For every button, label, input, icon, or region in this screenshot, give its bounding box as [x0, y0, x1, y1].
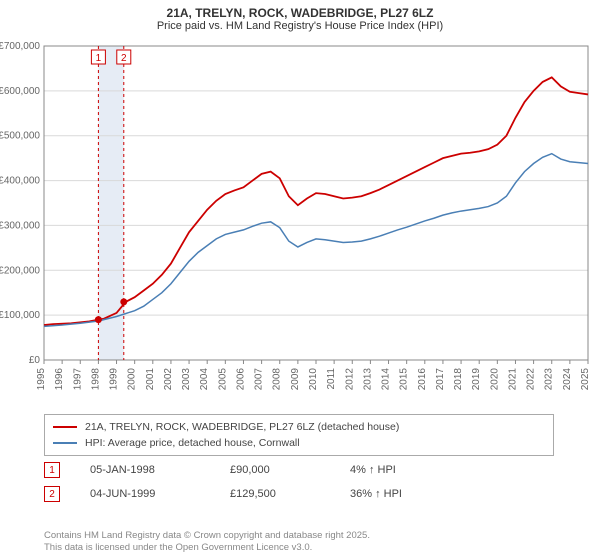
- svg-text:2007: 2007: [254, 368, 265, 391]
- chart-title-line2: Price paid vs. HM Land Registry's House …: [0, 20, 600, 36]
- svg-text:2023: 2023: [544, 368, 555, 391]
- marker-badge-2: 2: [44, 486, 60, 502]
- marker-badge-1: 1: [44, 462, 60, 478]
- svg-text:2024: 2024: [562, 368, 573, 391]
- svg-text:£0: £0: [29, 355, 41, 366]
- sale-marker-row: 1 05-JAN-1998 £90,000 4% ↑ HPI: [44, 462, 584, 478]
- legend-swatch-series1: [53, 426, 77, 428]
- svg-text:£700,000: £700,000: [0, 41, 40, 52]
- svg-text:1997: 1997: [72, 368, 83, 391]
- legend-row: HPI: Average price, detached house, Corn…: [53, 435, 545, 451]
- svg-text:2002: 2002: [163, 368, 174, 391]
- svg-text:£100,000: £100,000: [0, 310, 40, 321]
- svg-text:2003: 2003: [181, 368, 192, 391]
- svg-text:2012: 2012: [344, 368, 355, 391]
- svg-text:2013: 2013: [362, 368, 373, 391]
- svg-text:1996: 1996: [54, 368, 65, 391]
- marker-pct: 4% ↑ HPI: [350, 464, 396, 476]
- footer-line2: This data is licensed under the Open Gov…: [44, 542, 370, 554]
- svg-text:1999: 1999: [109, 368, 120, 391]
- legend-swatch-series2: [53, 442, 77, 444]
- svg-text:2016: 2016: [417, 368, 428, 391]
- svg-text:2025: 2025: [580, 368, 591, 391]
- legend-label: 21A, TRELYN, ROCK, WADEBRIDGE, PL27 6LZ …: [85, 419, 399, 435]
- marker-pct: 36% ↑ HPI: [350, 488, 402, 500]
- svg-text:2018: 2018: [453, 368, 464, 391]
- svg-text:2015: 2015: [399, 368, 410, 391]
- svg-text:2011: 2011: [326, 368, 337, 390]
- svg-text:2: 2: [121, 53, 127, 64]
- footer-line1: Contains HM Land Registry data © Crown c…: [44, 530, 370, 542]
- line-chart-svg: £0 £100,000 £200,000 £300,000 £400,000 £500,0…: [0, 40, 600, 410]
- svg-text:2001: 2001: [145, 368, 156, 391]
- svg-text:2009: 2009: [290, 368, 301, 391]
- marker-price: £129,500: [230, 488, 320, 500]
- svg-text:2021: 2021: [507, 368, 518, 391]
- marker-price: £90,000: [230, 464, 320, 476]
- legend-label: HPI: Average price, detached house, Corn…: [85, 435, 300, 451]
- svg-text:1995: 1995: [36, 368, 47, 391]
- marker-date: 05-JAN-1998: [90, 464, 200, 476]
- svg-text:1998: 1998: [90, 368, 101, 391]
- svg-text:2006: 2006: [235, 368, 246, 391]
- svg-text:£300,000: £300,000: [0, 220, 40, 231]
- marker-date: 04-JUN-1999: [90, 488, 200, 500]
- svg-text:£200,000: £200,000: [0, 265, 40, 276]
- svg-text:£500,000: £500,000: [0, 131, 40, 142]
- svg-text:2019: 2019: [471, 368, 482, 391]
- svg-text:2022: 2022: [526, 368, 537, 391]
- svg-text:2020: 2020: [489, 368, 500, 391]
- svg-text:2017: 2017: [435, 368, 446, 391]
- svg-text:2004: 2004: [199, 368, 210, 391]
- svg-text:2000: 2000: [127, 368, 138, 391]
- legend: 21A, TRELYN, ROCK, WADEBRIDGE, PL27 6LZ …: [44, 414, 554, 456]
- svg-text:1: 1: [96, 53, 102, 64]
- chart-title-line1: 21A, TRELYN, ROCK, WADEBRIDGE, PL27 6LZ: [0, 0, 600, 20]
- svg-text:2014: 2014: [381, 368, 392, 391]
- footer-attribution: Contains HM Land Registry data © Crown c…: [44, 530, 370, 554]
- svg-text:£600,000: £600,000: [0, 86, 40, 97]
- sale-marker-row: 2 04-JUN-1999 £129,500 36% ↑ HPI: [44, 486, 584, 502]
- svg-text:£400,000: £400,000: [0, 176, 40, 187]
- chart-area: £0 £100,000 £200,000 £300,000 £400,000 £500,0…: [0, 40, 600, 410]
- svg-text:2008: 2008: [272, 368, 283, 391]
- svg-text:2005: 2005: [217, 368, 228, 391]
- svg-text:2010: 2010: [308, 368, 319, 391]
- legend-row: 21A, TRELYN, ROCK, WADEBRIDGE, PL27 6LZ …: [53, 419, 545, 435]
